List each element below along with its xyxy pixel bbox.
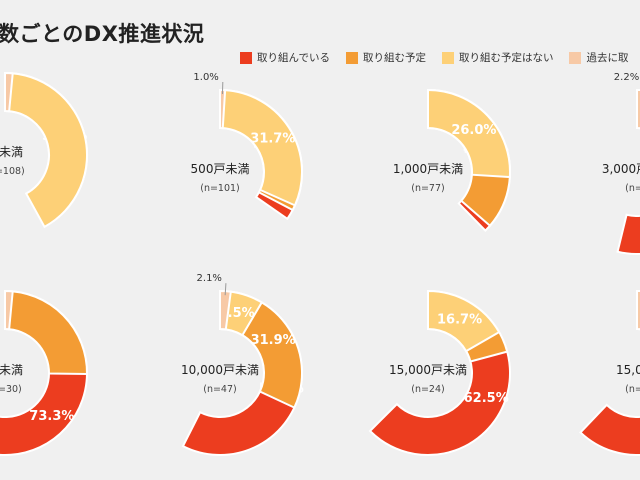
data-label: 2.2%	[614, 72, 639, 83]
data-label: 62.5%	[464, 391, 509, 406]
legend-swatch-doing	[240, 51, 252, 64]
donut-category-label: 戸未満	[0, 145, 23, 159]
donut-chart: 37.7%36.4%26.0%1,000戸未満(n=77)	[393, 88, 511, 232]
legend-item-not-planned: 取り組む予定はない	[441, 50, 554, 65]
donut-chart: 16.7%39.8%戸未満(n=108)	[0, 71, 88, 229]
legend-swatch-not-planned	[441, 51, 454, 64]
data-label: 73.3%	[29, 409, 74, 424]
donut-segment-past	[636, 289, 640, 331]
donut-chart: 62.5%20.8%16.7%15,000戸未満(n=24)	[368, 289, 511, 456]
donut-sample-size: (n=24)	[411, 384, 444, 395]
donut-category-label: 戸未満	[0, 363, 23, 377]
donut-sample-size: (n=47)	[203, 384, 236, 395]
donut-segment-past	[636, 88, 640, 130]
donut-category-label: 15,001	[616, 363, 640, 377]
donut-sample-size: (n=101)	[200, 183, 240, 194]
legend-item-planned: 取り組む予定	[345, 50, 426, 65]
donut-category-label: 10,000戸未満	[181, 363, 259, 377]
legend-swatch-planned	[345, 51, 358, 64]
donut-chart: 28.6%15.4%2.2%3,000戸未満(n=9	[602, 72, 640, 255]
donut-chart: 73.3% 戸未満 (n=30)	[0, 289, 88, 456]
data-label: 26.0%	[451, 123, 496, 138]
donut-segment-not-planned	[219, 88, 303, 207]
legend-label-planned: 取り組む予定	[362, 52, 426, 64]
legend: 取り組んでいる 取り組む予定 取り組む予定はない 過去に取	[240, 50, 634, 65]
donut-category-label: 1,000戸未満	[393, 162, 463, 176]
donut-segment-not-planned	[427, 289, 501, 353]
data-label: 16.7%	[437, 312, 482, 327]
donut-segment-planned	[4, 289, 88, 376]
data-label: 31.7%	[250, 132, 295, 147]
donut-segment-past	[219, 88, 227, 130]
donut-segment-not-planned	[4, 71, 88, 229]
donut-sample-size: (n=108)	[0, 166, 25, 177]
donut-segment-doing	[579, 289, 640, 456]
legend-item-past: 過去に取	[569, 50, 628, 65]
legend-label-doing: 取り組んでいる	[257, 52, 330, 64]
donut-chart: 34.7%32.7%31.7%1.0%500戸未満(n=101)	[191, 72, 303, 221]
donut-category-label: 500戸未満	[191, 162, 250, 176]
data-label: 1.0%	[193, 72, 218, 83]
legend-label-not-planned: 取り組む予定はない	[458, 52, 554, 64]
donut-chart: 57.4%31.9%8.5%2.1%10,000戸未満(n=47)	[181, 273, 304, 456]
donut-sample-size: (n=30)	[0, 384, 22, 395]
donut-segment-past	[4, 71, 14, 113]
donut-category-label: 15,000戸未満	[389, 363, 467, 377]
donut-sample-size: (n=9	[625, 183, 640, 194]
donut-segment-not-planned	[427, 88, 511, 179]
legend-label-past: 過去に取	[586, 52, 629, 64]
leader-line	[224, 283, 227, 296]
donut-chart: 21.2%15.3%15,001(n=8	[579, 289, 640, 456]
donut-sample-size: (n=8	[625, 384, 640, 395]
legend-swatch-past	[569, 51, 582, 64]
donut-sample-size: (n=77)	[411, 183, 444, 194]
legend-item-doing: 取り組んでいる	[240, 50, 330, 65]
data-label: 31.9%	[251, 333, 296, 348]
data-label: 2.1%	[197, 273, 222, 284]
donut-segment-past	[4, 289, 14, 331]
chart-title: 数ごとのDX推進状況	[0, 22, 205, 46]
donut-category-label: 3,000戸未満	[602, 162, 640, 176]
donut-segment-past	[219, 289, 232, 331]
